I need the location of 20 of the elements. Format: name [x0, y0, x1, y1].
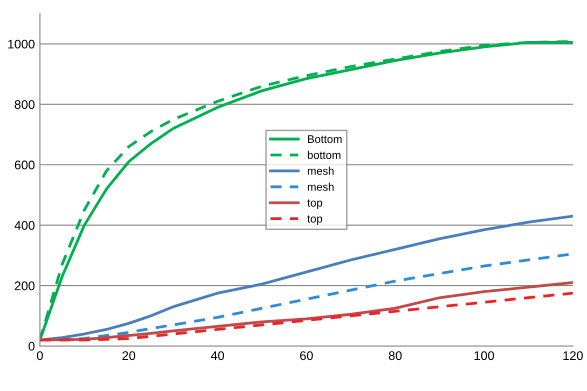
- line-series: [40, 292, 573, 342]
- y-tick-label: 0: [28, 342, 35, 351]
- x-tick-label: 20: [122, 351, 136, 360]
- legend-label: bottom: [308, 150, 340, 159]
- x-tick-label: 120: [563, 351, 583, 360]
- x-tick-label: 60: [300, 351, 313, 360]
- y-tick-label: 400: [14, 220, 35, 230]
- y-tick-label: 1000: [8, 40, 35, 49]
- legend-label: top: [307, 199, 322, 209]
- legend-label: Bottom: [308, 135, 342, 144]
- y-tick-label: 200: [14, 281, 35, 290]
- x-tick-label: 80: [388, 351, 402, 360]
- x-tick-label: 100: [474, 351, 494, 360]
- x-tick-label: 0: [36, 351, 43, 360]
- legend-label: mesh: [308, 166, 334, 175]
- x-tick-label: 40: [210, 351, 224, 360]
- legend-label: mesh: [308, 182, 334, 191]
- y-tick-label: 600: [14, 160, 35, 170]
- legend-label: top: [307, 215, 322, 225]
- y-tick-label: 800: [14, 100, 35, 109]
